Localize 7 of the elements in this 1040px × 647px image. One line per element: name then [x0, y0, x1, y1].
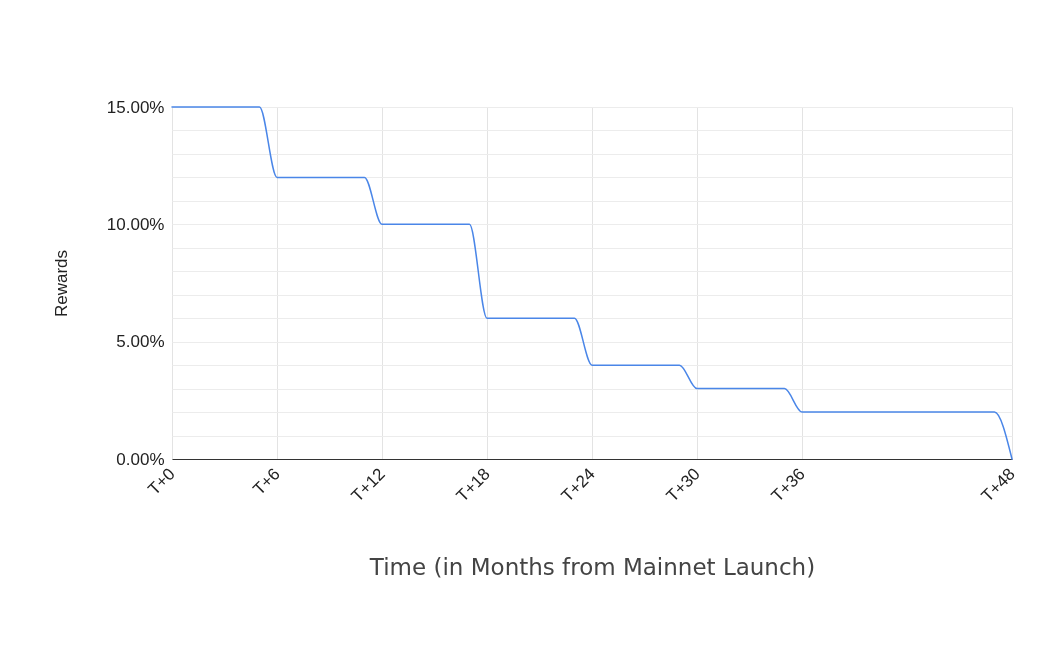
y-tick-label: 5.00% — [116, 332, 165, 352]
y-tick-label: 10.00% — [106, 214, 165, 234]
x-tick-label: T+6 — [249, 464, 284, 499]
y-tick-label: 15.00% — [106, 97, 165, 117]
line-series — [171, 106, 1013, 460]
y-axis-title: Rewards — [51, 249, 71, 318]
x-axis-title: Time (in Months from Mainnet Launch) — [368, 553, 816, 580]
